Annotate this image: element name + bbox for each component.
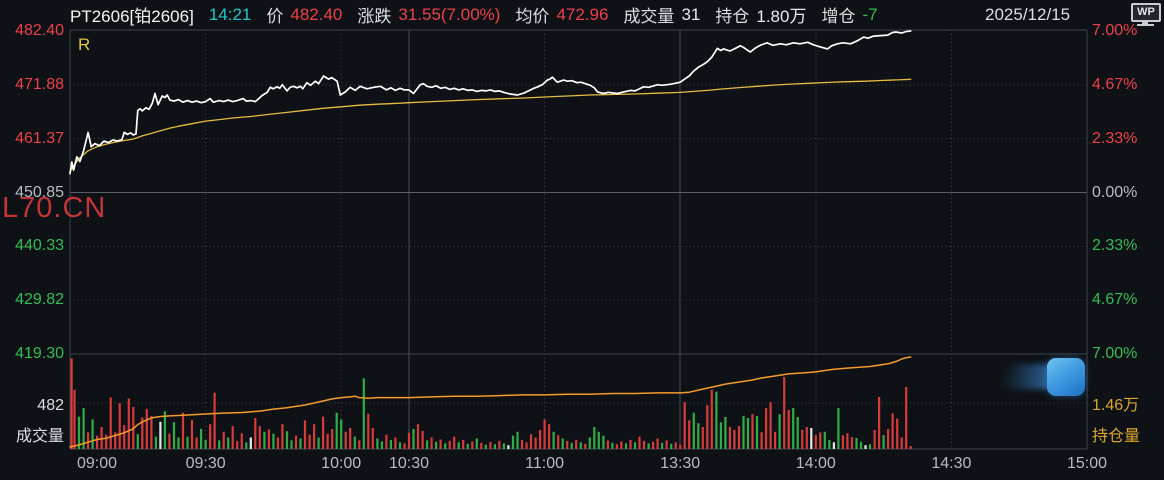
open-interest-field: 持仓 1.80万: [715, 2, 806, 27]
volume-axis-name: 成交量: [15, 428, 64, 445]
time-axis-label: 14:30: [931, 455, 972, 472]
time-axis-label: 15:00: [1066, 455, 1108, 472]
avg-label: 均价: [515, 7, 550, 26]
price-label: 价: [266, 7, 284, 26]
oi-axis-name: 持仓量: [1092, 428, 1141, 445]
watermark-text: L70.CN: [2, 192, 107, 224]
price-axis-label: 419.30: [15, 345, 64, 362]
oi-label: 持仓: [715, 7, 750, 26]
time-axis-label: 09:30: [185, 455, 226, 472]
price-value: 482.40: [290, 4, 343, 24]
percent-axis-label: 0.00%: [1092, 183, 1138, 201]
r-restoration-marker: R: [78, 35, 91, 54]
percent-axis-label: 7.00%: [1092, 22, 1138, 39]
price-axis-label: 429.82: [15, 291, 64, 309]
price-axis-label: 482.40: [15, 22, 64, 39]
oi-mid-scale-label: 1.46万: [1092, 397, 1140, 414]
percent-axis-label: 7.00%: [1092, 345, 1138, 362]
oi-value: 1.80万: [756, 7, 807, 26]
price-axis-label: 461.37: [15, 129, 64, 147]
price-axis-label: 471.88: [15, 75, 64, 93]
time-axis-label: 10:00: [321, 455, 362, 472]
percent-axis-label: 2.33%: [1092, 237, 1138, 255]
floating-action-button[interactable]: [1000, 356, 1087, 398]
time-axis-label: 09:00: [76, 455, 118, 472]
volume-value: 31: [681, 4, 701, 24]
percent-axis-label: 4.67%: [1092, 75, 1138, 93]
percent-axis-label: 4.67%: [1092, 291, 1138, 309]
avg-price-field: 均价 472.96: [515, 2, 608, 27]
quote-time: 14:21: [208, 4, 252, 24]
oi-change-field: 增仓 -7: [821, 2, 877, 27]
change-label: 涨跌: [357, 7, 392, 26]
wp-monitor-logo-icon: WP: [1131, 3, 1161, 27]
volume-label: 成交量: [623, 7, 675, 26]
quote-header: PT2606[铂2606] 14:21 价 482.40 涨跌 31.55(7.…: [70, 0, 878, 29]
change-field: 涨跌 31.55(7.00%): [357, 2, 500, 27]
price-axis-label: 440.33: [15, 237, 64, 255]
volume-mid-scale-label: 482: [37, 397, 64, 414]
percent-axis-label: 2.33%: [1092, 129, 1138, 147]
oi-change-value: -7: [862, 4, 878, 24]
avg-value: 472.96: [556, 4, 609, 24]
wp-logo-text: WP: [1131, 3, 1161, 22]
oi-change-label: 增仓: [821, 7, 856, 26]
time-axis-label: 11:00: [525, 455, 565, 472]
blue-rocket-icon[interactable]: [1047, 358, 1085, 396]
contract-symbol[interactable]: PT2606[铂2606]: [70, 7, 194, 26]
change-value: 31.55(7.00%): [398, 4, 501, 24]
time-axis-label: 10:30: [388, 455, 430, 472]
price-axis-label: 450.85: [15, 183, 64, 201]
last-price-field: 价 482.40: [266, 2, 342, 27]
volume-field: 成交量 31: [623, 2, 700, 27]
time-axis-label: 14:00: [795, 455, 836, 472]
time-axis-label: 13:30: [660, 455, 701, 472]
trade-date: 2025/12/15: [985, 4, 1071, 24]
